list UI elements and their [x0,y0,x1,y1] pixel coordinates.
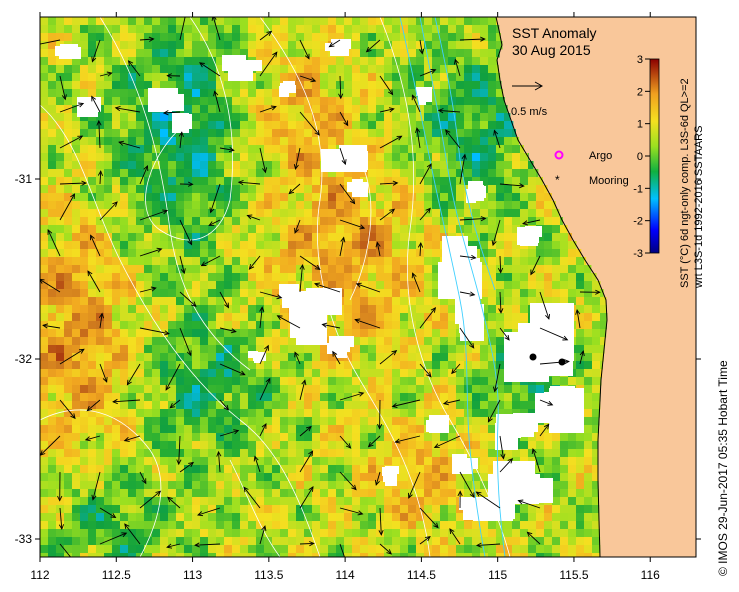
mooring-legend-label: Mooring [589,175,629,187]
mooring-marker [529,353,537,361]
plot-frame [39,16,697,558]
sst-anomaly-field [40,17,608,557]
colorbar-tick-label: 0 [637,151,643,163]
sst-contour-lines [40,17,511,557]
x-tick-label: 114.5 [407,568,436,582]
mooring-legend: * Mooring [555,173,629,187]
colorbar-label-line2: wrt L3S-1d 1992-2016 SSTAARS [693,126,705,289]
coastline [495,17,608,557]
plot-area [40,17,696,557]
x-tick-label: 116 [641,568,660,582]
colorbar-tick-label: -2 [633,216,643,228]
colorbar-tick-label: 2 [637,86,643,98]
x-tick-label: 115.5 [559,568,588,582]
missing-data-patches [55,39,584,521]
y-tick-label: -32 [15,352,33,366]
scale-arrow [512,81,544,91]
x-axis: 112 112.5 113 113.5 114 114.5 115 115.5 116 [30,12,660,582]
y-tick-label: -31 [15,172,33,186]
colorbar-label-line1: SST (°C) 6d ngt-only comp. L3S-6d QL>=2 [679,78,691,288]
bathymetry-lines [399,17,506,557]
y-axis: -31 -32 -33 [15,172,701,546]
x-tick-label: 112 [30,568,49,582]
credit-text: © IMOS 29-Jun-2017 05:35 Hobart Time [716,360,730,576]
x-tick-label: 113.5 [254,568,283,582]
map-date: 30 Aug 2015 [512,42,591,58]
colorbar-ticks: 3 2 1 0 -1 -2 -3 [633,54,650,260]
colorbar-tick-label: -3 [633,248,643,260]
colorbar-tick-label: 1 [637,119,643,131]
current-vectors [40,17,601,557]
mooring-marker-icon: * [555,173,560,187]
x-tick-label: 115 [488,568,507,582]
colorbar-tick-label: 3 [637,54,643,66]
colorbar-tick-label: -1 [633,183,643,195]
argo-legend: Argo [554,150,612,162]
scale-arrow-label: 0.5 m/s [511,106,548,118]
map-title: SST Anomaly [512,25,597,41]
argo-legend-label: Argo [589,150,612,162]
colorbar-ramp [649,58,660,254]
mooring-marker [558,358,566,366]
x-tick-label: 112.5 [102,568,131,582]
x-tick-label: 114 [336,568,355,582]
argo-marker-icon [554,150,564,160]
y-tick-label: -33 [15,532,33,546]
x-tick-label: 113 [183,568,202,582]
colorbar: 3 2 1 0 -1 -2 -3 SST (°C) 6d ngt-only comp. L3… [633,54,705,289]
